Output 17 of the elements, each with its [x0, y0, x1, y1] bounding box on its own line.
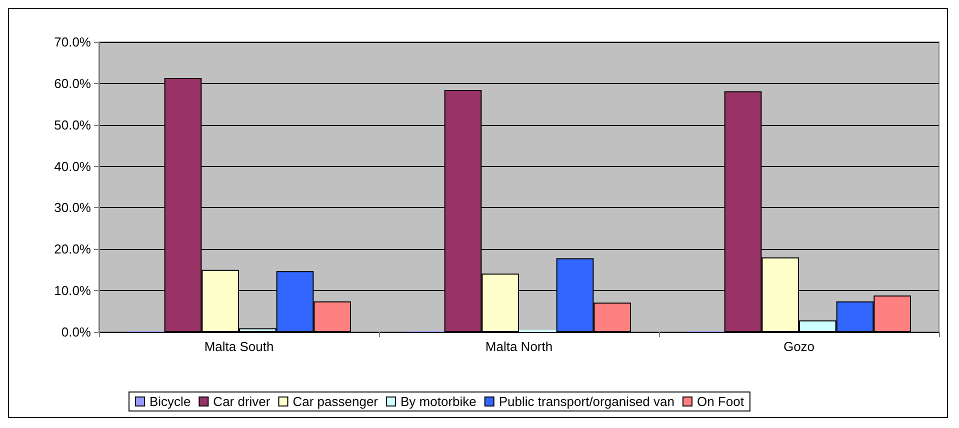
y-tick-label: 50.0%	[54, 117, 92, 132]
legend-label: By motorbike	[400, 394, 476, 409]
y-tick-label: 70.0%	[54, 34, 92, 50]
legend-label: Bicycle	[150, 394, 191, 409]
y-tick-label: 20.0%	[54, 242, 92, 257]
y-tick-label: 10.0%	[54, 283, 92, 298]
x-tick-label: Malta South	[204, 339, 274, 354]
legend-label: Car passenger	[292, 394, 379, 409]
y-tick-label: 60.0%	[54, 76, 92, 91]
legend-label: Car driver	[213, 394, 271, 409]
y-tick-label: 40.0%	[54, 158, 92, 174]
y-tick-label: 30.0%	[54, 200, 92, 216]
x-tick-label: Gozo	[783, 339, 815, 354]
y-tick-label: 0.0%	[61, 324, 92, 340]
legend-label: Public transport/organised van	[498, 394, 674, 409]
x-tick-label: Malta North	[485, 339, 553, 354]
legend-label: On Foot	[696, 394, 744, 409]
